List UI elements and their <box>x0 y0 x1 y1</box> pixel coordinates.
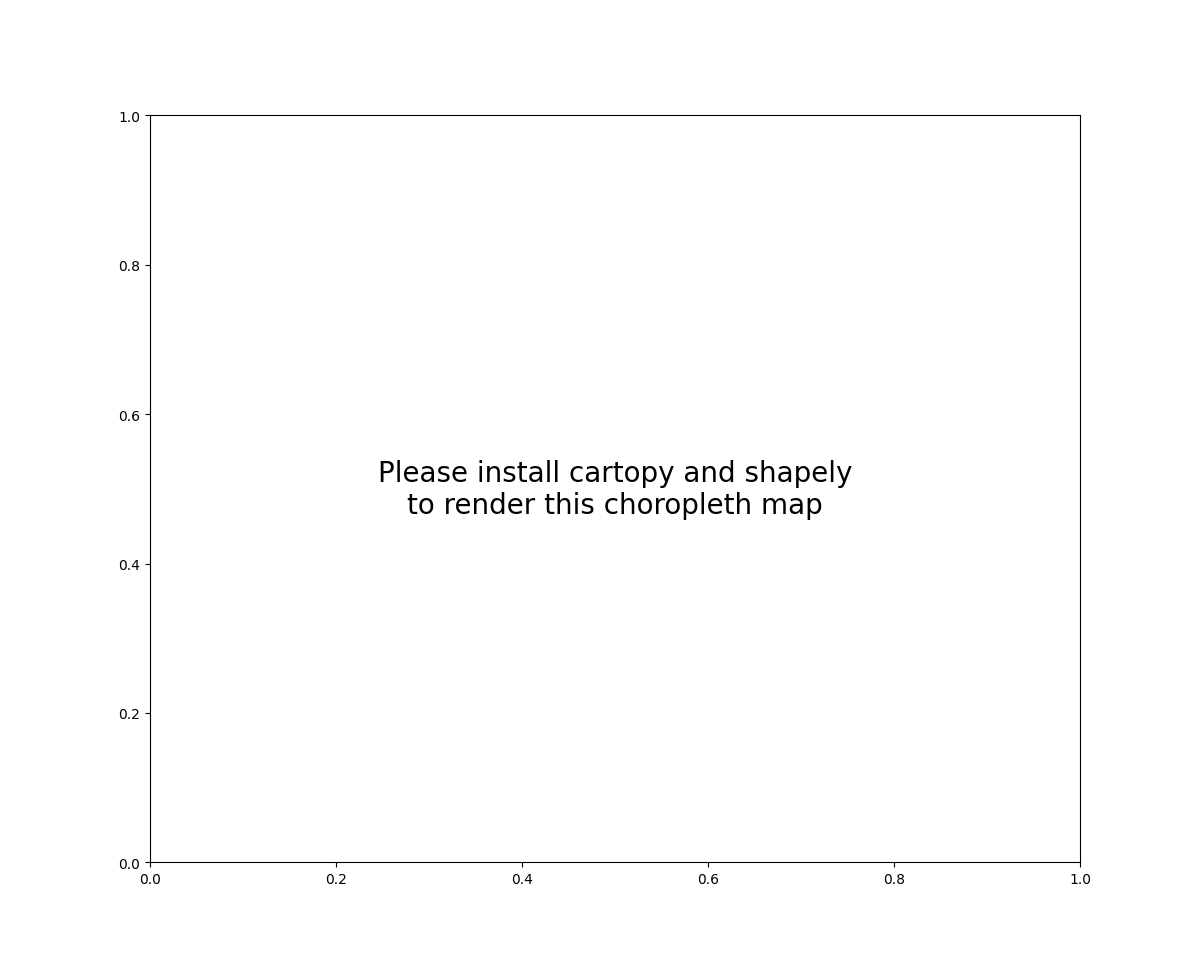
Text: Please install cartopy and shapely
to render this choropleth map: Please install cartopy and shapely to re… <box>378 459 852 519</box>
